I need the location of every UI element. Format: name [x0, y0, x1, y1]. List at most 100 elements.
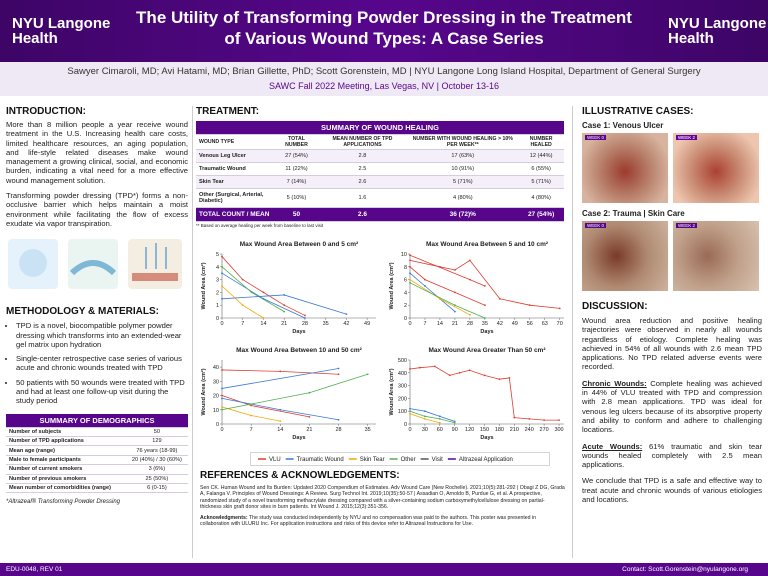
x-tick-label: 70 [557, 321, 563, 327]
x-tick-label: 35 [323, 321, 329, 327]
visit-point [221, 387, 223, 390]
visit-point [483, 285, 486, 287]
visit-point [409, 278, 411, 281]
visit-point [283, 294, 286, 296]
visit-point [453, 420, 456, 423]
logo: NYU Langone Health [12, 16, 110, 46]
visit-point [221, 265, 223, 268]
footnote: ** Based on average healing per week fro… [196, 223, 324, 229]
visit-point [283, 310, 286, 313]
visit-point [308, 415, 311, 418]
visit-point [468, 259, 471, 262]
footnote: *Altrazeal® Transforming Powder Dressing [6, 499, 121, 506]
table-cell: 17 (63%) [407, 149, 519, 164]
visit-point [454, 310, 456, 313]
visit-point [262, 317, 265, 319]
legend-label: Other [401, 457, 416, 463]
photo-label: WEEK 2 [676, 135, 698, 140]
x-tick-label: 35 [482, 321, 488, 327]
table-cell: Mean number of comorbidities (range) [6, 483, 126, 494]
vapor-arrow [145, 243, 167, 270]
series-line [221, 285, 264, 319]
y-tick-label: 100 [398, 409, 407, 415]
visit-point [409, 254, 411, 257]
y-tick-label: 30 [213, 379, 219, 385]
case-title: Case 1: Venous Ulcer [582, 121, 664, 130]
y-tick-label: 10 [401, 252, 407, 258]
table-cell: Number of subjects [6, 427, 126, 438]
photo-label: WEEK 0 [585, 223, 607, 228]
chart-title: Max Wound Area Between 10 and 50 cm² [236, 347, 363, 354]
table-cell: Venous Leg Ulcer [196, 149, 276, 164]
table-cell: 6 (0-15) [125, 483, 188, 494]
visit-point [438, 417, 441, 420]
visit-point [409, 265, 411, 268]
table-cell: Mean age (range) [6, 445, 126, 456]
table-cell: Other (Surgical, Arterial, Diabetic) [196, 188, 276, 209]
visit-point [221, 272, 223, 275]
visit-point [419, 366, 421, 369]
photo: WEEK 2 [673, 133, 759, 203]
visit-point [483, 317, 486, 319]
visit-point [513, 416, 516, 419]
y-tick-label: 400 [398, 371, 407, 377]
visit-point [409, 281, 411, 284]
y-tick-label: 20 [213, 394, 219, 400]
x-tick-label: 14 [437, 321, 443, 327]
header-band [0, 0, 768, 62]
x-tick-label: 0 [408, 427, 411, 433]
visit-point [468, 369, 471, 372]
visit-point [528, 417, 531, 420]
y-tick-label: 5 [216, 252, 219, 258]
visit-point [304, 314, 306, 317]
chart: Max Wound Area Greater Than 50 cm² 0 30 60 9… [388, 347, 564, 441]
x-axis-label: Days [480, 435, 493, 441]
table-cell: 129 [125, 436, 188, 447]
x-tick-label: 60 [437, 427, 443, 433]
visit-point [424, 278, 426, 281]
visit-point [409, 259, 411, 262]
visit-point [221, 297, 223, 300]
visit-point [409, 407, 411, 410]
series-line [221, 256, 306, 316]
y-tick-label: 1 [216, 303, 219, 309]
x-axis-label: Days [292, 329, 305, 335]
visit-point [221, 406, 223, 408]
x-tick-label: 7 [423, 321, 426, 327]
authors: Sawyer Cimaroli, MD; Avi Hatami, MD; Bri… [67, 66, 701, 77]
visit-point [241, 278, 244, 281]
heading: REFERENCES & ACKNOWLEDGEMENTS: [200, 470, 400, 481]
table-cell: Number of current smokers [6, 464, 126, 475]
x-tick-label: 270 [540, 427, 549, 433]
visit-point [304, 317, 306, 319]
y-axis-label: Wound Area (cm²) [388, 262, 395, 309]
y-tick-label: 4 [404, 290, 407, 296]
x-tick-label: 90 [452, 427, 458, 433]
table-row: Mean age (range) 76 years (18-99) [6, 445, 188, 456]
logo-text: NYU Langone [668, 15, 767, 32]
table-cell: 25 (50%) [125, 474, 188, 484]
footer: EDU-0048, REV 01 Contact: Scott.Gorenste… [0, 563, 768, 576]
visit-point [337, 373, 340, 376]
y-tick-label: 200 [398, 396, 407, 402]
x-tick-label: 7 [250, 427, 253, 433]
x-tick-label: 14 [260, 321, 266, 327]
powder [19, 249, 47, 278]
reference-text: Sen CK. Human Wound and Its Burden: Upda… [200, 485, 565, 511]
bullet: 50 patients with 50 wounds were treated … [16, 378, 188, 406]
table-cell: 76 years (18-99) [125, 445, 188, 456]
y-tick-label: 300 [398, 384, 407, 390]
table-cell: 4 (80%) [407, 188, 519, 209]
paragraph: We conclude that TPD is a safe and effec… [582, 476, 762, 505]
table-cell: 10 (91%) [407, 162, 519, 177]
visit-point [483, 304, 486, 307]
x-tick-label: 63 [542, 321, 548, 327]
x-tick-label: 49 [364, 321, 370, 327]
x-tick-label: 21 [306, 427, 312, 433]
series-line [409, 266, 486, 306]
table-title: SUMMARY OF DEMOGRAPHICS [6, 413, 188, 428]
visit-point [498, 378, 501, 381]
visit-point [262, 291, 265, 294]
